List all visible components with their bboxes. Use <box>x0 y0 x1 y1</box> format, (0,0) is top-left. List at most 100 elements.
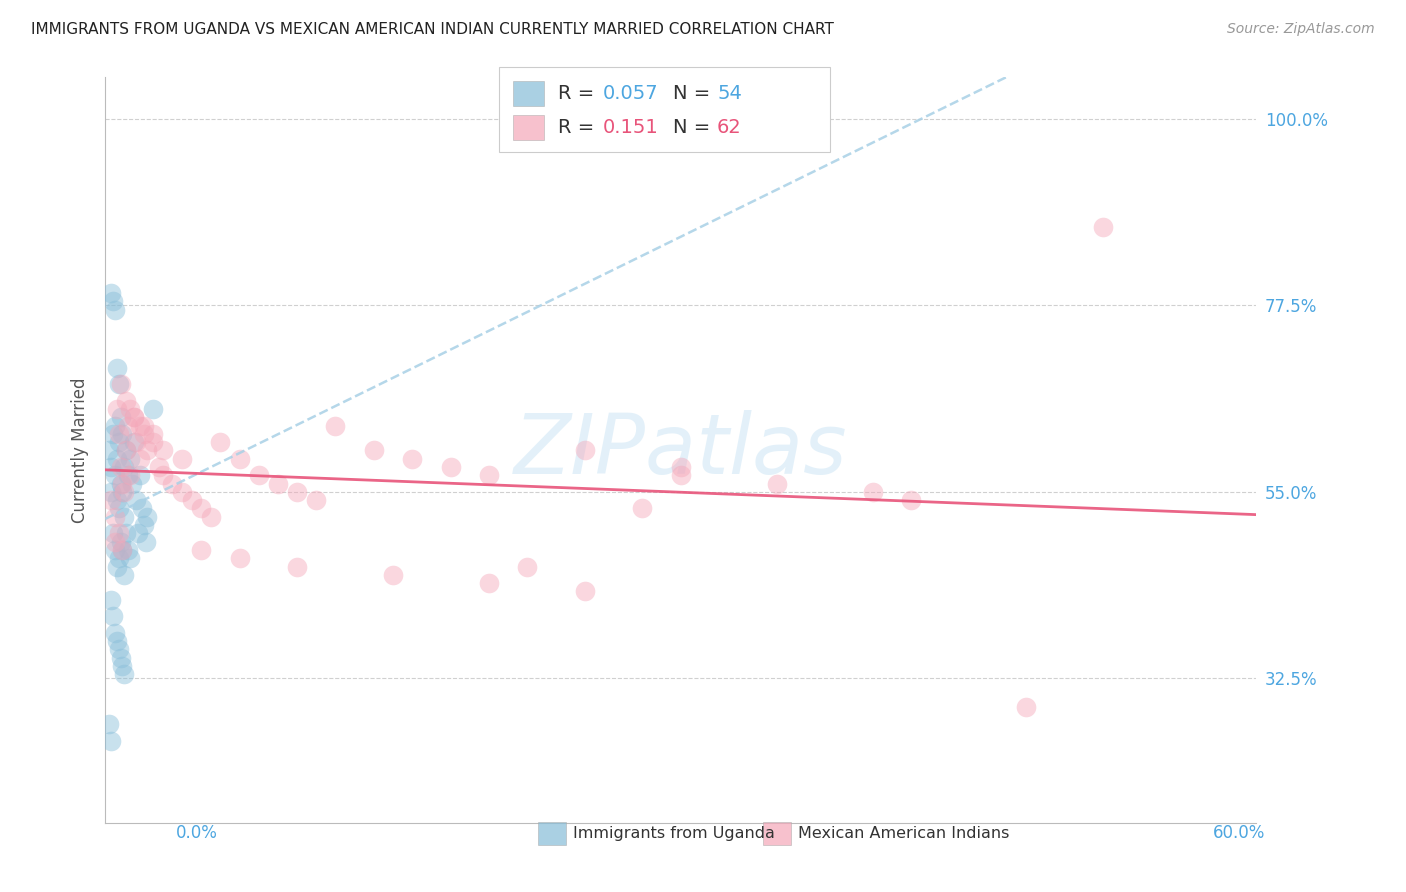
Point <box>669 468 692 483</box>
Point <box>122 410 145 425</box>
Text: Immigrants from Uganda: Immigrants from Uganda <box>574 826 775 840</box>
Point <box>105 360 128 375</box>
Point <box>148 460 170 475</box>
Point <box>131 501 153 516</box>
Point <box>111 543 134 558</box>
Point <box>111 543 134 558</box>
Point <box>100 460 122 475</box>
Point <box>228 451 250 466</box>
Point <box>105 402 128 417</box>
Point <box>170 451 193 466</box>
Point <box>142 435 165 450</box>
Point <box>136 443 159 458</box>
Point <box>120 451 142 466</box>
Point <box>111 426 134 441</box>
Point <box>110 650 132 665</box>
Point <box>190 543 212 558</box>
Text: N =: N = <box>673 118 710 137</box>
Point <box>142 426 165 441</box>
Point <box>101 526 124 541</box>
Point <box>285 484 308 499</box>
Point <box>112 667 135 681</box>
Point <box>98 717 121 731</box>
Text: 62: 62 <box>717 118 742 137</box>
Point <box>112 460 135 475</box>
Point <box>110 460 132 475</box>
Point <box>98 443 121 458</box>
Point <box>120 551 142 566</box>
Text: 0.057: 0.057 <box>603 84 659 103</box>
Point <box>136 509 159 524</box>
Text: 0.151: 0.151 <box>603 118 659 137</box>
Point <box>107 435 129 450</box>
Point <box>574 443 596 458</box>
Point <box>190 501 212 516</box>
Point <box>132 426 155 441</box>
Y-axis label: Currently Married: Currently Married <box>72 377 89 524</box>
Point <box>104 468 127 483</box>
Point <box>100 484 122 499</box>
Point <box>104 418 127 433</box>
Point <box>115 526 138 541</box>
Point <box>862 484 884 499</box>
Point <box>122 435 145 450</box>
Text: 54: 54 <box>717 84 742 103</box>
Point <box>110 377 132 392</box>
Point <box>132 418 155 433</box>
Point <box>121 476 143 491</box>
Point <box>111 484 134 499</box>
Point <box>128 468 150 483</box>
Point <box>170 484 193 499</box>
Point <box>105 493 128 508</box>
Point <box>247 468 270 483</box>
Point <box>132 518 155 533</box>
Point <box>117 468 139 483</box>
Point <box>439 460 461 475</box>
Point <box>401 451 423 466</box>
Point <box>107 426 129 441</box>
Text: R =: R = <box>558 118 595 137</box>
Point <box>574 584 596 599</box>
Point <box>104 543 127 558</box>
Point <box>127 526 149 541</box>
Point <box>120 402 142 417</box>
Text: IMMIGRANTS FROM UGANDA VS MEXICAN AMERICAN INDIAN CURRENTLY MARRIED CORRELATION : IMMIGRANTS FROM UGANDA VS MEXICAN AMERIC… <box>31 22 834 37</box>
Point <box>111 476 134 491</box>
Text: Mexican American Indians: Mexican American Indians <box>799 826 1010 840</box>
Point <box>117 418 139 433</box>
Point <box>125 493 148 508</box>
Point <box>105 634 128 648</box>
Point <box>101 294 124 309</box>
Text: 0.0%: 0.0% <box>176 824 218 842</box>
Point <box>107 377 129 392</box>
Point <box>110 410 132 425</box>
Point <box>478 468 501 483</box>
Point <box>152 468 174 483</box>
Point <box>104 534 127 549</box>
Text: N =: N = <box>673 84 710 103</box>
Point <box>765 476 787 491</box>
Point <box>128 418 150 433</box>
Point <box>142 402 165 417</box>
Point <box>122 410 145 425</box>
Point <box>152 443 174 458</box>
Point <box>325 418 347 433</box>
Point <box>112 509 135 524</box>
Point <box>1091 219 1114 234</box>
Point <box>228 551 250 566</box>
Point <box>107 526 129 541</box>
Point <box>104 625 127 640</box>
Point <box>115 443 138 458</box>
Point <box>115 443 138 458</box>
Point <box>112 567 135 582</box>
Point <box>669 460 692 475</box>
Point <box>120 468 142 483</box>
Point <box>267 476 290 491</box>
Text: R =: R = <box>558 84 595 103</box>
Text: 60.0%: 60.0% <box>1213 824 1265 842</box>
Point <box>105 559 128 574</box>
Point <box>101 609 124 624</box>
Point <box>104 302 127 317</box>
Point <box>382 567 405 582</box>
Point <box>101 426 124 441</box>
